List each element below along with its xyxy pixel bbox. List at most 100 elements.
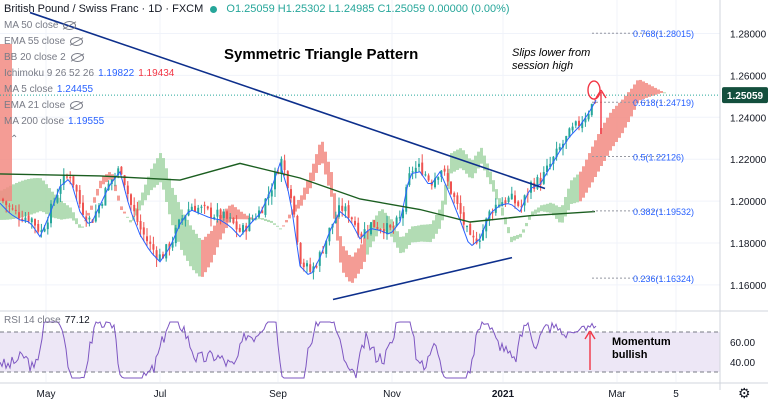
candle-body xyxy=(366,231,369,233)
cloud-segment xyxy=(66,205,69,219)
cloud-segment xyxy=(459,148,462,169)
legend-row[interactable]: BB 20 close 2 xyxy=(4,52,84,63)
cloud-segment xyxy=(153,163,156,188)
candle-body xyxy=(325,240,328,254)
cloud-segment xyxy=(297,199,300,209)
cloud-segment xyxy=(81,226,84,228)
legend-row[interactable]: MA 50 close xyxy=(4,20,77,31)
hidden-eye-icon[interactable] xyxy=(70,52,84,62)
cloud-segment xyxy=(357,248,360,274)
legend-row[interactable]: MA 5 close 1.24455 xyxy=(4,84,93,95)
cloud-segment xyxy=(150,168,153,191)
cloud-segment xyxy=(525,222,528,227)
cloud-segment xyxy=(72,212,75,221)
grid-lines xyxy=(0,0,720,382)
cloud-segment xyxy=(162,158,165,190)
candle-body xyxy=(69,176,72,179)
cloud-segment xyxy=(483,155,486,171)
cloud-segment xyxy=(39,178,42,212)
fib-label: 0.236(1.16324) xyxy=(633,274,694,284)
cloud-segment xyxy=(60,200,63,220)
cloud-segment xyxy=(552,203,555,216)
candle-body xyxy=(341,205,344,211)
legend-value: 1.19822 xyxy=(98,68,135,79)
rsi-legend[interactable]: RSI 14 close 77.12 xyxy=(4,315,90,326)
candle-body xyxy=(306,263,308,267)
cloud-segment xyxy=(429,224,432,243)
cloud-segment xyxy=(12,184,15,220)
legend-row[interactable]: Ichimoku 9 26 52 26 1.19822 1.19434 xyxy=(4,68,174,79)
legend-label: EMA 21 close xyxy=(4,100,66,111)
annotation-slips-lower: Slips lower from session high xyxy=(512,47,591,72)
symbol-title[interactable]: British Pound / Swiss Franc · 1D · FXCM xyxy=(4,3,204,15)
cloud-segment xyxy=(42,180,45,213)
annotation-momentum: Momentum bullish xyxy=(612,336,671,361)
cloud-segment xyxy=(273,223,276,225)
cloud-segment xyxy=(207,233,210,268)
candle-body xyxy=(530,182,532,193)
candle-body xyxy=(571,126,574,131)
collapse-legend-icon[interactable]: ⌃ xyxy=(10,134,19,145)
cloud-segment xyxy=(168,178,171,215)
hidden-eye-icon[interactable] xyxy=(63,20,77,30)
candle-body xyxy=(120,166,123,175)
price-tick-label: 1.20000 xyxy=(730,197,767,208)
cloud-segment xyxy=(369,224,372,248)
hidden-eye-icon[interactable] xyxy=(70,100,84,110)
cloud-segment xyxy=(93,197,96,203)
cloud-segment xyxy=(234,207,237,220)
cloud-segment xyxy=(648,84,651,97)
candle-body xyxy=(194,205,196,212)
cloud-segment xyxy=(249,217,252,220)
cloud-segment xyxy=(393,225,396,243)
legend-row[interactable]: MA 200 close 1.19555 xyxy=(4,116,104,127)
time-tick-label: Jul xyxy=(154,389,167,400)
candle-body xyxy=(216,209,219,217)
cloud-segment xyxy=(507,227,510,234)
cloud-segment xyxy=(6,187,9,220)
cloud-segment xyxy=(444,184,447,205)
legend-label: MA 5 close xyxy=(4,84,53,95)
cloud-segment xyxy=(282,225,285,227)
cloud-segment xyxy=(639,79,642,101)
hidden-eye-icon[interactable] xyxy=(70,36,84,46)
candle-body xyxy=(235,221,238,230)
cloud-segment xyxy=(423,224,426,242)
cloud-segment xyxy=(585,159,588,193)
candle-body xyxy=(392,226,395,228)
cloud-segment xyxy=(69,207,72,219)
cloud-segment xyxy=(330,172,333,197)
cloud-segment xyxy=(498,198,501,208)
candle-body xyxy=(229,217,232,219)
cloud-segment xyxy=(531,211,534,216)
candle-body xyxy=(270,190,273,197)
cloud-segment xyxy=(417,225,420,242)
cloud-segment xyxy=(339,236,342,263)
candle-body xyxy=(136,209,139,222)
candle-body xyxy=(162,254,164,259)
cloud-segment xyxy=(219,215,222,240)
price-tick-label: 1.16000 xyxy=(730,281,767,292)
candle-body xyxy=(334,218,337,224)
gear-icon[interactable]: ⚙ xyxy=(738,385,751,401)
cloud-segment xyxy=(228,205,231,223)
candle-body xyxy=(85,216,88,221)
candle-body xyxy=(24,217,27,221)
legend-row[interactable]: EMA 21 close xyxy=(4,100,84,111)
cloud-segment xyxy=(87,212,90,216)
price-tick-label: 1.18000 xyxy=(730,239,767,250)
candle-body xyxy=(482,229,484,241)
cloud-segment xyxy=(267,219,270,223)
cloud-segment xyxy=(402,236,405,253)
cloud-segment xyxy=(288,214,291,219)
cloud-segment xyxy=(390,219,393,237)
candle-body xyxy=(338,205,340,217)
candle-body xyxy=(126,185,129,194)
legend-row[interactable]: EMA 55 close xyxy=(4,36,84,47)
candle-body xyxy=(469,224,472,235)
cloud-segment xyxy=(120,206,123,210)
cloud-segment xyxy=(0,43,12,202)
candle-body xyxy=(277,173,280,175)
candle-body xyxy=(382,228,385,234)
